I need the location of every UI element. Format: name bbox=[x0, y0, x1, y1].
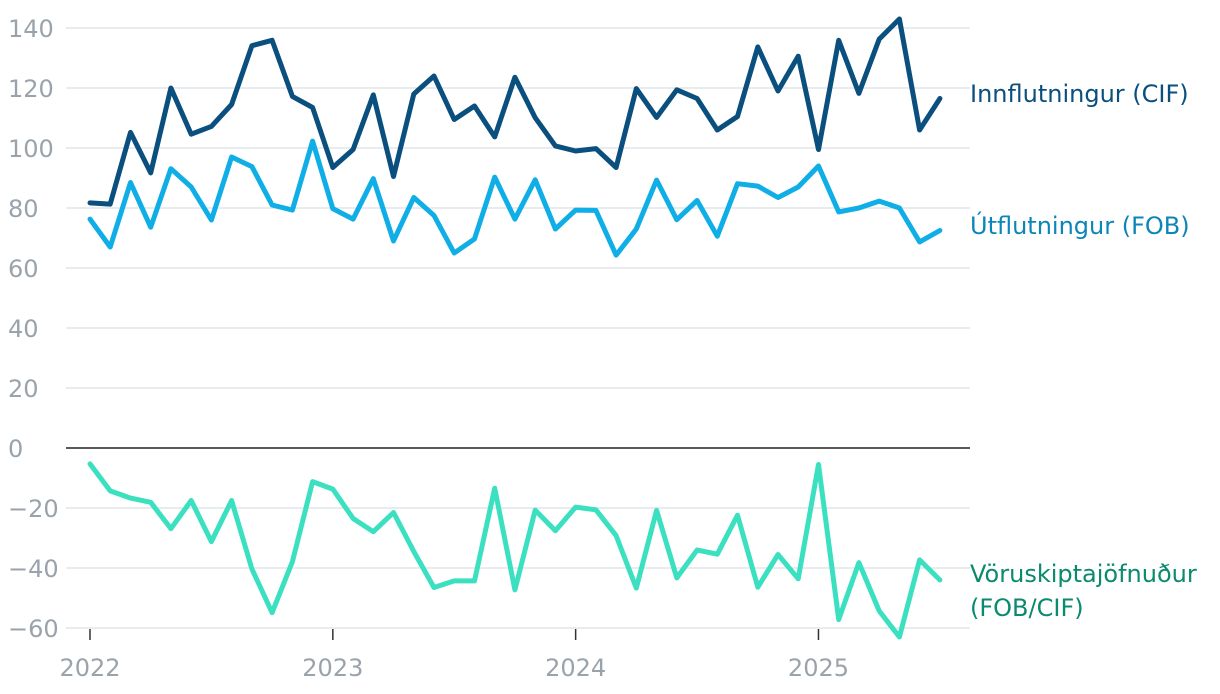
series-lines bbox=[87, 16, 943, 640]
y-tick-label: 140 bbox=[8, 15, 54, 43]
x-tick-label: 2025 bbox=[788, 654, 849, 682]
y-tick-label: 60 bbox=[8, 255, 39, 283]
x-tick-label: 2023 bbox=[302, 654, 363, 682]
series-label: (FOB/CIF) bbox=[970, 594, 1084, 622]
grid-lines bbox=[66, 27, 970, 629]
y-tick-label: 20 bbox=[8, 375, 39, 403]
y-tick-label: 120 bbox=[8, 75, 54, 103]
x-tick-label: 2024 bbox=[545, 654, 606, 682]
series-label: Innflutningur (CIF) bbox=[970, 80, 1189, 108]
x-tick-label: 2022 bbox=[59, 654, 120, 682]
series-label: Útflutningur (FOB) bbox=[970, 210, 1190, 240]
y-tick-label: 80 bbox=[8, 195, 39, 223]
series-labels: Innflutningur (CIF) Útflutningur (FOB) Vör… bbox=[970, 80, 1197, 622]
y-tick-label: 40 bbox=[8, 315, 39, 343]
series-line bbox=[87, 138, 943, 258]
x-axis: 2022 2023 2024 2025 bbox=[59, 629, 849, 682]
y-tick-label: −40 bbox=[8, 555, 59, 583]
y-tick-label: −60 bbox=[8, 615, 59, 643]
series-line bbox=[87, 16, 943, 207]
series-line bbox=[87, 461, 943, 640]
y-tick-label: −20 bbox=[8, 495, 59, 523]
series-label: Vöruskiptajöfnuður bbox=[970, 560, 1197, 588]
y-tick-label: 100 bbox=[8, 135, 54, 163]
y-axis: −60 −40 −20 0 20 40 60 80 100 120 140 bbox=[8, 15, 59, 643]
y-tick-label: 0 bbox=[8, 435, 23, 463]
